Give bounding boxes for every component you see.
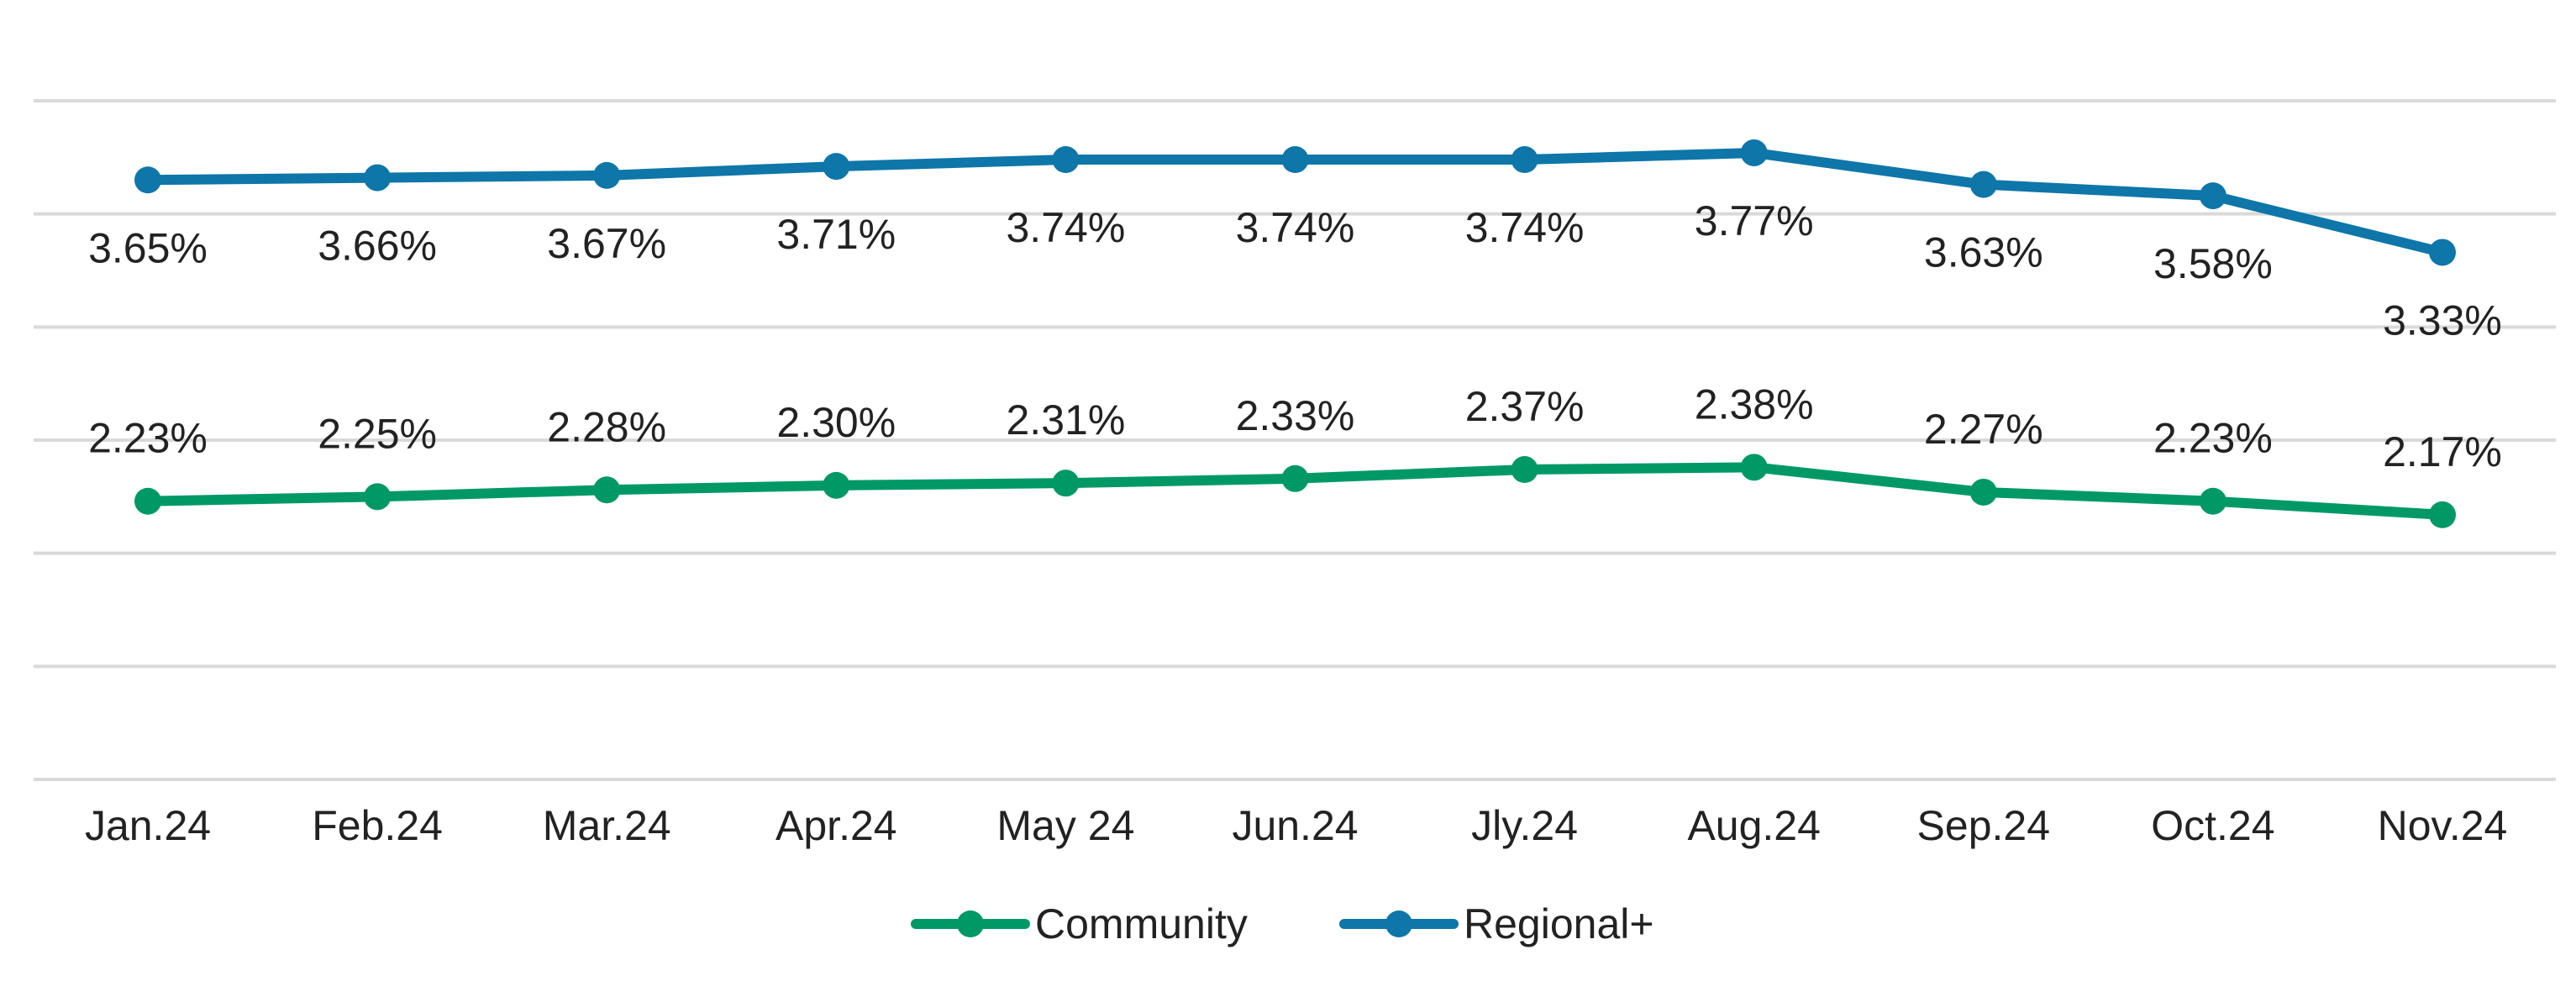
x-tick-label: Nov.24 <box>2378 802 2508 849</box>
data-point-regional <box>134 166 161 194</box>
data-point-community <box>823 471 850 499</box>
data-label-regional: 3.67% <box>547 220 666 267</box>
data-label-regional: 3.77% <box>1695 197 1814 244</box>
data-point-community <box>1281 464 1309 492</box>
data-point-community <box>1740 454 1768 481</box>
data-point-regional <box>2199 182 2226 210</box>
data-point-regional <box>364 164 392 192</box>
data-point-community <box>1511 456 1538 484</box>
data-label-community: 2.28% <box>547 403 666 450</box>
legend-swatch-marker-community <box>957 910 984 937</box>
data-label-community: 2.38% <box>1695 380 1814 428</box>
legend-swatch-marker-regional <box>1385 910 1412 937</box>
data-point-regional <box>1052 146 1080 174</box>
data-point-community <box>2199 487 2226 515</box>
data-label-regional: 3.74% <box>1007 204 1126 251</box>
x-tick-label: Apr.24 <box>775 802 897 849</box>
data-label-regional: 3.74% <box>1236 204 1355 251</box>
data-point-regional <box>1740 139 1768 166</box>
data-label-community: 2.17% <box>2383 428 2502 475</box>
x-tick-label: Jan.24 <box>85 802 211 849</box>
data-label-regional: 3.33% <box>2383 296 2502 344</box>
data-label-community: 2.37% <box>1465 383 1585 430</box>
x-tick-label: May 24 <box>996 802 1134 849</box>
x-tick-label: Mar.24 <box>543 802 671 849</box>
data-label-regional: 3.63% <box>1924 229 2043 276</box>
data-label-regional: 3.71% <box>776 211 896 258</box>
data-label-community: 2.30% <box>776 399 896 446</box>
data-point-regional <box>1969 171 1997 198</box>
data-point-regional <box>2429 239 2456 266</box>
gridlines <box>34 99 2556 781</box>
series-lines <box>134 139 2456 528</box>
data-label-community: 2.25% <box>318 410 437 457</box>
data-label-community: 2.23% <box>88 415 208 462</box>
data-label-regional: 3.74% <box>1465 204 1585 251</box>
x-tick-label: Jly.24 <box>1471 802 1578 849</box>
data-label-community: 2.33% <box>1236 392 1355 439</box>
legend: Community Regional+ <box>911 900 1654 947</box>
data-point-community <box>1052 470 1080 497</box>
data-point-regional <box>823 153 850 181</box>
x-tick-label: Oct.24 <box>2151 802 2274 849</box>
data-labels: 2.23% 2.25% 2.28% 2.30% 2.31% 2.33% 2.37% 2.38%… <box>88 197 2502 475</box>
x-tick-label: Aug.24 <box>1687 802 1820 849</box>
data-point-community <box>593 476 621 504</box>
x-axis: Jan.24 Feb.24 Mar.24 Apr.24 May 24 Jun.24 Jly.… <box>85 802 2507 849</box>
data-point-community <box>2429 501 2456 528</box>
data-label-community: 2.31% <box>1007 396 1126 443</box>
x-tick-label: Jun.24 <box>1232 802 1358 849</box>
data-point-regional <box>593 161 621 189</box>
data-label-regional: 3.58% <box>2153 240 2273 287</box>
data-point-community <box>134 487 161 515</box>
x-tick-label: Feb.24 <box>312 802 443 849</box>
legend-label-community: Community <box>1035 900 1248 947</box>
data-label-regional: 3.66% <box>318 223 437 270</box>
data-label-community: 2.27% <box>1924 406 2043 453</box>
data-point-community <box>364 483 392 511</box>
data-label-community: 2.23% <box>2153 415 2273 462</box>
x-tick-label: Sep.24 <box>1917 802 2050 849</box>
data-point-regional <box>1511 146 1538 174</box>
data-point-regional <box>1281 146 1309 174</box>
data-label-regional: 3.65% <box>88 224 208 271</box>
data-point-community <box>1969 478 1997 506</box>
legend-label-regional: Regional+ <box>1464 900 1654 947</box>
